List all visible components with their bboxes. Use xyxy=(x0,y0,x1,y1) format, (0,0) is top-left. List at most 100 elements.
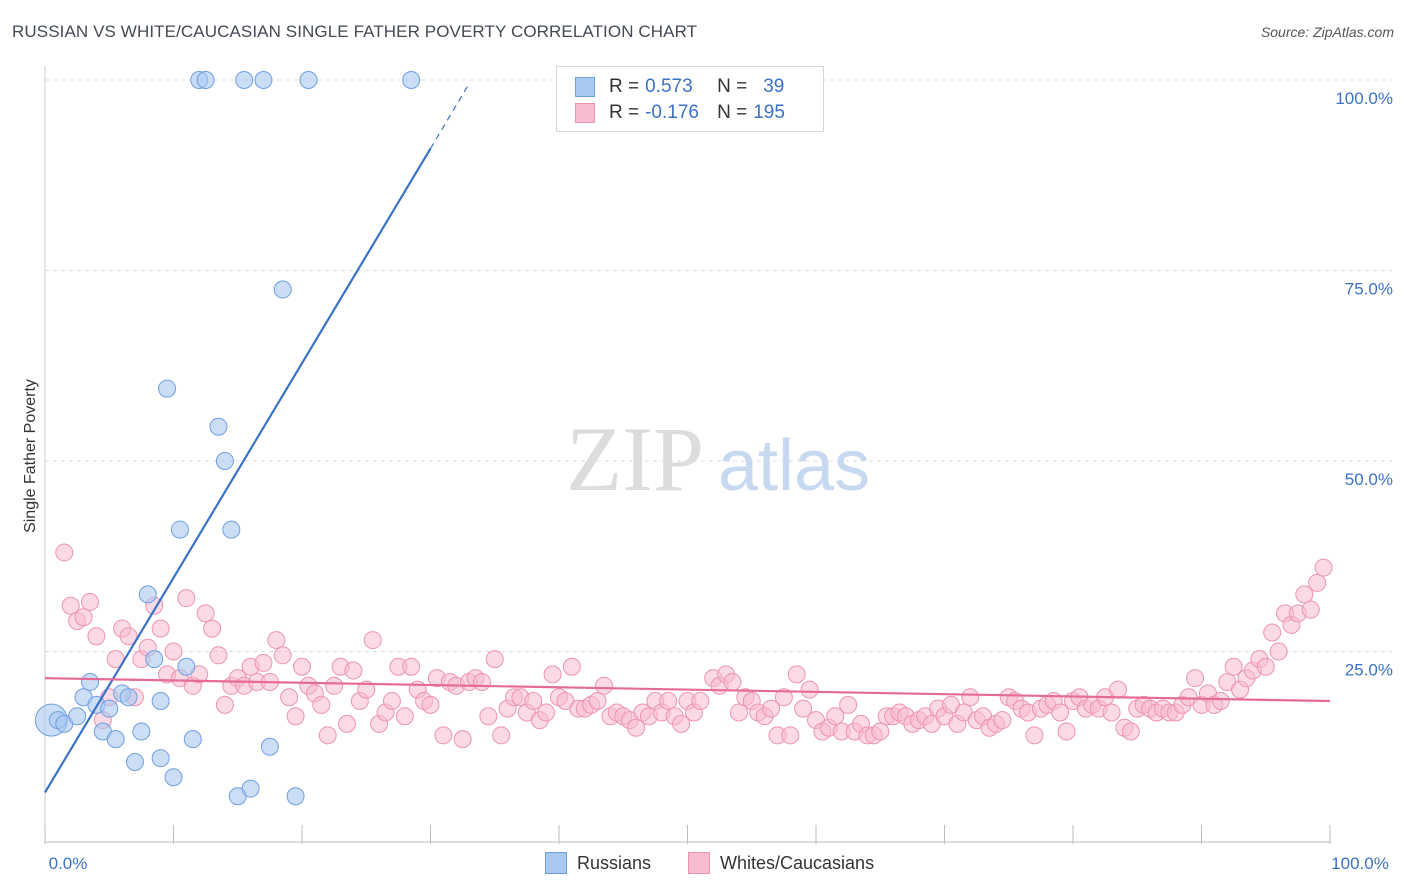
legend-row-whites: R = -0.176 N = 195 xyxy=(575,101,785,125)
whites-point xyxy=(196,604,215,623)
whites-trend-line xyxy=(44,677,1331,703)
whites-point xyxy=(472,672,491,691)
whites-point xyxy=(55,543,74,562)
russians-point xyxy=(132,722,151,741)
whites-point xyxy=(1308,573,1327,592)
whites-point xyxy=(492,726,511,745)
whites-point xyxy=(1186,669,1205,688)
chart-title: RUSSIAN VS WHITE/CAUCASIAN SINGLE FATHER… xyxy=(12,22,698,41)
whites-point xyxy=(588,692,607,711)
whites-point xyxy=(787,665,806,684)
russians-legend-label: Russians xyxy=(577,852,652,873)
y-tick-label: 75.0% xyxy=(1345,280,1393,299)
y-tick-label: 25.0% xyxy=(1345,661,1393,680)
whites-point xyxy=(1108,680,1127,699)
whites-point xyxy=(723,672,742,691)
russians-swatch xyxy=(575,77,595,97)
russians-point xyxy=(177,657,196,676)
whites-point xyxy=(357,680,376,699)
whites-point xyxy=(691,692,710,711)
whites-point xyxy=(395,707,414,726)
whites-point xyxy=(659,692,678,711)
russians-point xyxy=(100,699,119,718)
whites-point xyxy=(164,642,183,661)
whites-point xyxy=(794,699,813,718)
whites-point xyxy=(800,680,819,699)
series-legend-whites: Whites/Caucasians xyxy=(688,852,874,874)
y-tick-label: 50.0% xyxy=(1345,470,1393,489)
whites-point xyxy=(1263,623,1282,642)
legend-row-russians: R = 0.573 N = 39 xyxy=(575,75,784,99)
y-tick-label: 100.0% xyxy=(1335,89,1393,108)
whites-point xyxy=(485,650,504,669)
russians-point xyxy=(196,71,215,89)
n-value: 39 xyxy=(763,76,785,97)
whites-points xyxy=(55,543,1333,749)
whites-point xyxy=(826,707,845,726)
n-label: N = xyxy=(717,102,748,123)
correlation-legend: R = 0.573 N = 39 R = -0.176 N = 195 xyxy=(556,66,824,132)
whites-point xyxy=(1057,722,1076,741)
whites-point xyxy=(87,627,106,646)
trend-lines xyxy=(44,83,1331,794)
whites-point xyxy=(1102,703,1121,722)
whites-point xyxy=(961,688,980,707)
russians-point xyxy=(80,672,99,691)
russians-point xyxy=(106,730,125,749)
whites-point xyxy=(1121,722,1140,741)
whites-point xyxy=(1224,657,1243,676)
russians-point xyxy=(273,280,292,299)
whites-point xyxy=(1295,585,1314,604)
whites-legend-swatch xyxy=(688,852,710,874)
whites-point xyxy=(273,646,292,665)
whites-point xyxy=(543,665,562,684)
whites-point xyxy=(209,646,228,665)
whites-point xyxy=(781,726,800,745)
whites-point xyxy=(762,699,781,718)
r-label: R = xyxy=(609,76,640,97)
r-label: R = xyxy=(609,102,640,123)
gridlines xyxy=(45,79,1392,652)
whites-point xyxy=(177,589,196,608)
whites-swatch xyxy=(575,103,595,123)
russians-point xyxy=(209,417,228,436)
whites-point xyxy=(312,695,331,714)
russians-point xyxy=(260,737,279,756)
series-legend-russians: Russians xyxy=(545,852,651,874)
whites-point xyxy=(562,657,581,676)
whites-point xyxy=(1025,726,1044,745)
whites-point xyxy=(729,703,748,722)
whites-point xyxy=(382,692,401,711)
y-axis-title: Single Father Poverty xyxy=(22,379,39,533)
whites-point xyxy=(839,695,858,714)
russians-points xyxy=(34,71,421,806)
whites-point xyxy=(672,714,691,733)
whites-point xyxy=(524,692,543,711)
russians-point xyxy=(235,71,254,89)
whites-point xyxy=(594,676,613,695)
watermark-atlas: atlas xyxy=(718,426,870,506)
whites-point xyxy=(344,661,363,680)
whites-point xyxy=(1256,657,1275,676)
whites-point xyxy=(80,592,99,611)
russians-point xyxy=(183,730,202,749)
axes xyxy=(44,66,1331,844)
whites-point xyxy=(1211,692,1230,711)
x-tick-label-max: 100.0% xyxy=(1331,854,1389,873)
whites-point xyxy=(74,608,93,627)
whites-point xyxy=(61,596,80,615)
r-value: -0.176 xyxy=(645,102,699,123)
whites-point xyxy=(434,726,453,745)
whites-point xyxy=(993,711,1012,730)
whites-point xyxy=(363,631,382,650)
whites-point xyxy=(318,726,337,745)
whites-point xyxy=(402,657,421,676)
russians-trend-line xyxy=(44,148,432,794)
russians-point xyxy=(145,650,164,669)
whites-point xyxy=(293,657,311,676)
whites-point xyxy=(286,707,305,726)
russians-point xyxy=(215,452,234,470)
russians-point xyxy=(170,520,189,539)
whites-point xyxy=(421,695,440,714)
whites-point xyxy=(1314,558,1333,577)
